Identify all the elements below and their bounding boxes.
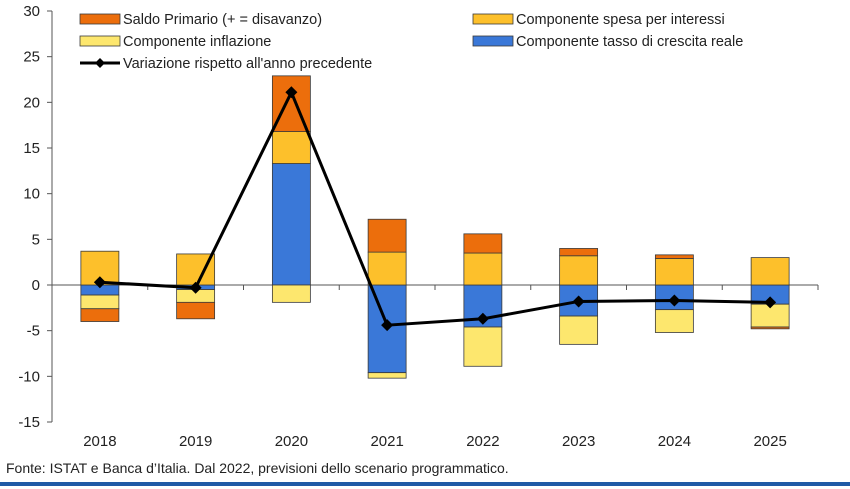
- bar-segment: [80, 294, 120, 310]
- line-point: [764, 296, 777, 309]
- line-series: [99, 90, 771, 327]
- bar-segment: [463, 233, 503, 254]
- bar-segment: [176, 301, 216, 320]
- y-tick-label: 20: [23, 94, 40, 111]
- line-point: [476, 312, 489, 325]
- y-tick-label: -5: [27, 323, 40, 340]
- y-tick-label: 25: [23, 49, 40, 66]
- bars-layer: [80, 75, 790, 379]
- legend-swatch: [472, 13, 514, 25]
- bar-segment: [750, 257, 790, 286]
- x-tick-label: 2018: [83, 433, 116, 450]
- line-point: [572, 295, 585, 308]
- bar-segment: [654, 309, 694, 333]
- bar-segment: [367, 251, 407, 286]
- bar-segment: [271, 284, 311, 303]
- legend-swatch: [79, 35, 121, 47]
- legend-label: Variazione rispetto all'anno precedente: [123, 56, 372, 72]
- legend-swatch: [472, 35, 514, 47]
- line-point: [668, 294, 681, 307]
- x-tick-label: 2023: [562, 433, 595, 450]
- bar-segment: [750, 326, 790, 330]
- legend-label: Componente tasso di crescita reale: [516, 34, 743, 50]
- x-tick-label: 2022: [466, 433, 499, 450]
- bar-segment: [80, 308, 120, 322]
- y-tick-label: -10: [18, 368, 40, 385]
- y-tick-label: -15: [18, 414, 40, 431]
- bottom-rule: [0, 482, 850, 486]
- bar-segment: [463, 252, 503, 286]
- legend-swatch: [79, 13, 121, 25]
- source-note: Fonte: ISTAT e Banca d’Italia. Dal 2022,…: [6, 460, 509, 476]
- line-point: [93, 276, 106, 289]
- bar-segment: [271, 163, 311, 286]
- y-tick-label: 10: [23, 186, 40, 203]
- bar-segment: [559, 248, 599, 257]
- y-tick-label: 30: [23, 3, 40, 20]
- line-point: [381, 319, 394, 332]
- bar-segment: [559, 315, 599, 345]
- y-tick-label: 0: [32, 277, 40, 294]
- x-tick-label: 2024: [658, 433, 691, 450]
- line-point: [285, 86, 298, 99]
- legend-label: Componente spesa per interessi: [516, 12, 725, 28]
- legend-label: Saldo Primario (+ = disavanzo): [123, 12, 322, 28]
- bar-segment: [463, 326, 503, 367]
- x-tick-label: 2020: [275, 433, 308, 450]
- x-tick-label: 2021: [370, 433, 403, 450]
- bar-segment: [271, 131, 311, 164]
- y-tick-label: 15: [23, 140, 40, 157]
- x-tick-label: 2019: [179, 433, 212, 450]
- y-tick-label: 5: [32, 231, 40, 248]
- legend: Saldo Primario (+ = disavanzo) Componente…: [79, 12, 743, 72]
- legend-label: Componente inflazione: [123, 34, 271, 50]
- bar-segment: [367, 372, 407, 379]
- x-tick-label: 2025: [753, 433, 786, 450]
- line-layer: [93, 86, 777, 332]
- bar-segment: [367, 218, 407, 253]
- bar-segment: [654, 254, 694, 259]
- bar-segment: [654, 258, 694, 286]
- bar-segment: [559, 255, 599, 286]
- line-point: [189, 281, 202, 294]
- legend-line-marker: [95, 58, 105, 68]
